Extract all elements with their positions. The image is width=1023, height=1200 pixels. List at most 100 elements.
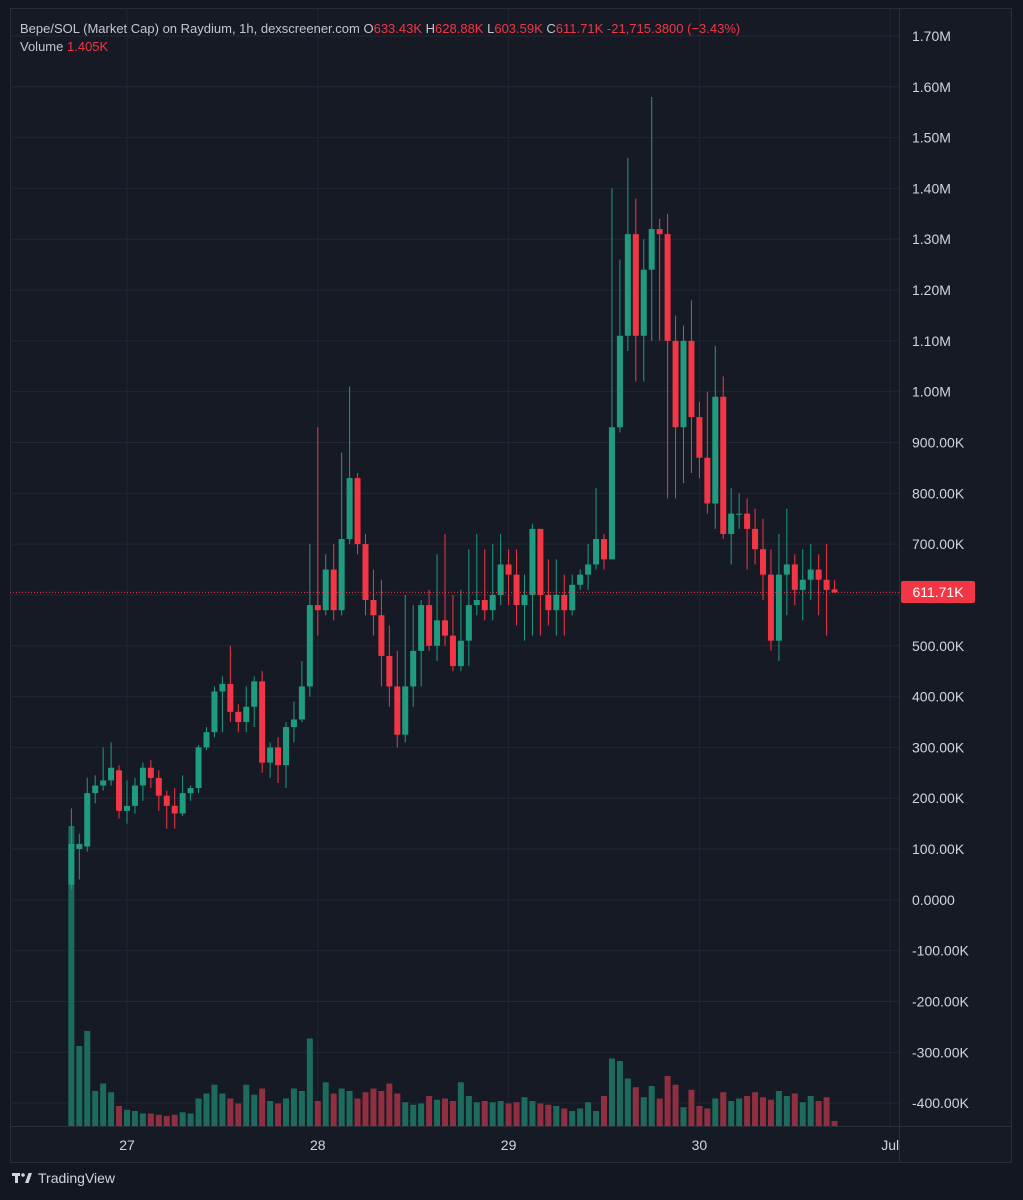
volume-bar (211, 1084, 218, 1126)
candle-body (513, 574, 520, 606)
candle-body (577, 574, 584, 585)
volume-bar (791, 1093, 798, 1126)
candle-body (116, 770, 123, 811)
volume-bar (251, 1094, 258, 1126)
volume-bar (585, 1102, 592, 1126)
x-tick-label: 28 (310, 1137, 326, 1153)
y-tick-label: 1.00M (912, 384, 951, 400)
y-tick-label: 800.00K (912, 485, 965, 501)
volume-bar (521, 1097, 528, 1126)
volume-bar (147, 1113, 154, 1126)
chart-frame (10, 8, 1012, 1163)
footer[interactable]: TradingView (12, 1170, 115, 1186)
y-tick-label: 200.00K (912, 790, 965, 806)
volume-bar (346, 1091, 353, 1126)
candle-body (235, 711, 242, 722)
legend-open-label: O (363, 21, 374, 36)
volume-bar (298, 1091, 305, 1126)
candle-body (593, 539, 600, 565)
candle-body (370, 600, 377, 616)
candle-body (608, 427, 615, 560)
candle-body (76, 843, 83, 850)
legend-title: Bepe/SOL (Market Cap) on Raydium, 1h, de… (20, 21, 360, 36)
volume-bar (489, 1102, 496, 1126)
candle-body (386, 655, 393, 687)
volume-bar (497, 1101, 504, 1126)
candle-body (100, 780, 107, 786)
candle-body (752, 528, 759, 550)
y-tick-label: 300.00K (912, 739, 965, 755)
candle-body (704, 457, 711, 504)
volume-bar (632, 1087, 639, 1126)
volume-bar (545, 1104, 552, 1126)
volume-bar (815, 1101, 822, 1126)
volume-bar (92, 1091, 99, 1126)
volume-bar (624, 1078, 631, 1126)
volume-bar (736, 1098, 743, 1126)
candle-body (632, 234, 639, 336)
legend-low-value: 603.59K (494, 21, 543, 36)
volume-bar (227, 1098, 234, 1126)
candle-body (219, 683, 226, 692)
legend-close-value: 611.71K (555, 21, 604, 36)
y-tick-label: 1.20M (912, 282, 951, 298)
volume-bar (465, 1096, 472, 1126)
candle-body (783, 564, 790, 575)
candle-body (402, 686, 409, 735)
volume-bar (187, 1113, 194, 1126)
volume-bar (664, 1076, 671, 1126)
candle-body (553, 594, 560, 611)
candle-body (322, 569, 329, 611)
candle-body (728, 513, 735, 534)
volume-bar (76, 1046, 83, 1126)
volume-bar (314, 1101, 321, 1126)
candles (68, 96, 838, 890)
volume-bar (704, 1108, 711, 1126)
candle-body (92, 785, 99, 794)
legend-low-label: L (487, 21, 495, 36)
candle-body (306, 605, 313, 687)
candle-body (442, 620, 448, 636)
legend-volume-value: 1.405K (67, 39, 109, 54)
candle-body (243, 706, 250, 722)
volume-bar (338, 1088, 345, 1126)
candle-body (585, 564, 592, 575)
candle-body (720, 396, 727, 534)
candle-body (298, 686, 305, 720)
volume-bar (418, 1103, 425, 1126)
y-tick-label: 400.00K (912, 689, 965, 705)
candle-body (187, 788, 194, 794)
volume-bar (672, 1084, 679, 1126)
volume-bar (608, 1058, 615, 1126)
candle-body (497, 564, 504, 595)
y-tick-label: 1.30M (912, 231, 951, 247)
volume-bar (616, 1061, 623, 1126)
volume-bar (378, 1091, 385, 1126)
x-tick-label: 29 (501, 1137, 517, 1153)
candle-body (489, 594, 496, 611)
y-tick-label: -100.00K (912, 943, 969, 959)
candle-body (227, 683, 234, 712)
y-tick-label: 100.00K (912, 841, 965, 857)
volume-bar (752, 1092, 759, 1126)
candle-body (656, 229, 663, 235)
candle-body (815, 569, 822, 580)
volume-bar (807, 1096, 814, 1126)
y-tick-label: 1.40M (912, 180, 951, 196)
candle-body (767, 574, 774, 641)
volume-bar (370, 1088, 377, 1126)
candle-body (290, 719, 297, 728)
candle-body (426, 605, 433, 646)
candle-body (330, 569, 337, 611)
candle-body (434, 620, 441, 646)
candle-body (775, 574, 782, 641)
volume-bar (163, 1116, 170, 1126)
volume-bar (108, 1092, 115, 1126)
volume-bar (529, 1101, 536, 1126)
candle-body (465, 605, 472, 641)
candle-body (831, 589, 838, 593)
legend-close-label: C (546, 21, 556, 36)
candle-body (449, 635, 456, 667)
volume-bar (330, 1093, 337, 1126)
